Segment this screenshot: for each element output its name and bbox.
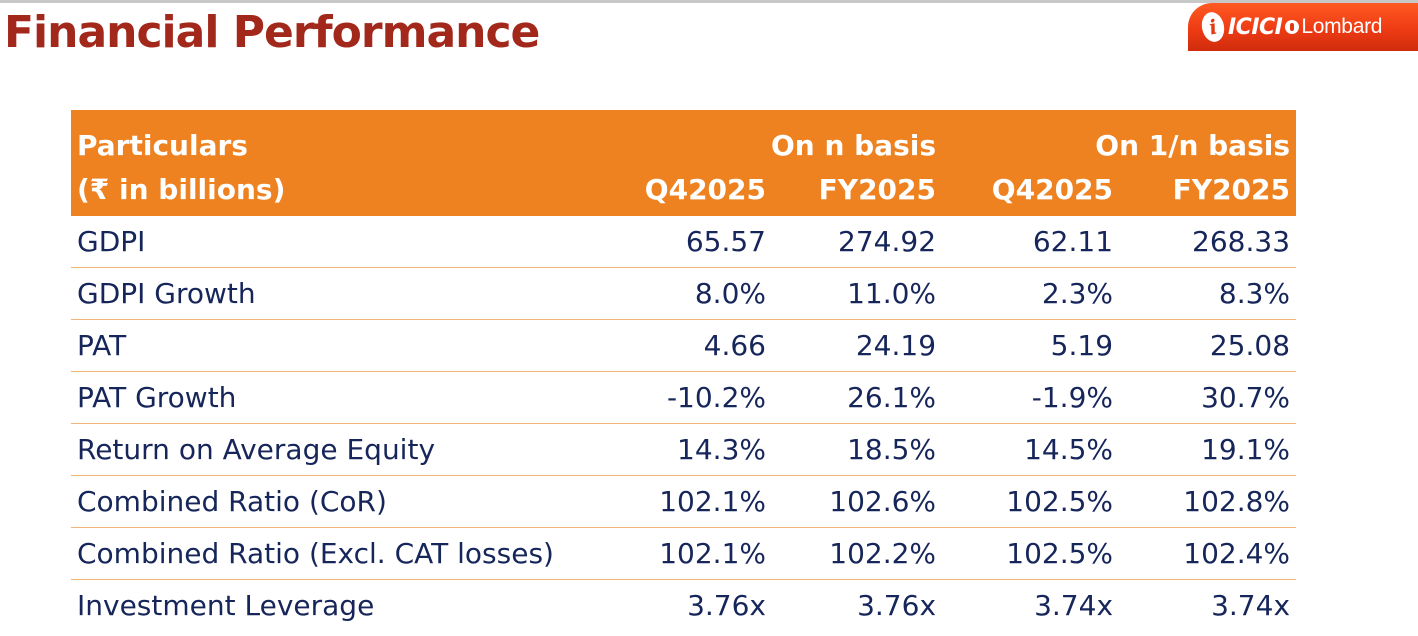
table-header: Particulars On n basis On 1/n basis (₹ i… bbox=[71, 110, 1297, 216]
row-label: PAT bbox=[71, 319, 611, 372]
header-unit: (₹ in billions) bbox=[77, 172, 286, 206]
cell-value: 102.4% bbox=[1119, 527, 1297, 580]
cell-value: -10.2% bbox=[611, 371, 772, 424]
cell-value: 102.1% bbox=[611, 475, 772, 528]
cell-value: 24.19 bbox=[772, 319, 943, 372]
cell-value: 65.57 bbox=[611, 216, 772, 268]
cell-value: 26.1% bbox=[772, 371, 943, 424]
cell-value: 30.7% bbox=[1119, 371, 1297, 424]
cell-value: 102.6% bbox=[772, 475, 943, 528]
row-label: GDPI bbox=[71, 216, 611, 268]
cell-value: 3.74x bbox=[1211, 589, 1291, 622]
table-body: GDPI 65.57 274.92 62.11 268.33 GDPI Grow… bbox=[71, 216, 1297, 632]
cell-value: 5.19 bbox=[942, 319, 1120, 372]
header-group-n-basis: On n basis bbox=[770, 129, 937, 162]
logo-text-lombard: Lombard bbox=[1301, 15, 1383, 38]
cell-value: 8.3% bbox=[1119, 267, 1297, 320]
table-row: Combined Ratio (CoR) 102.1% 102.6% 102.5… bbox=[71, 475, 1297, 528]
cell-value: 4.66 bbox=[611, 319, 772, 372]
cell-value: 3.74x bbox=[1034, 589, 1114, 622]
row-label: Return on Average Equity bbox=[71, 423, 611, 476]
top-divider bbox=[0, 0, 1418, 3]
cell-value: 14.5% bbox=[942, 423, 1120, 476]
header-col-fy-1n: FY2025 bbox=[1172, 172, 1291, 206]
cell-value: 102.2% bbox=[772, 527, 943, 580]
cell-value: 102.5% bbox=[942, 527, 1120, 580]
row-label: PAT Growth bbox=[71, 371, 611, 424]
table-row: PAT 4.66 24.19 5.19 25.08 bbox=[71, 319, 1297, 372]
cell-value: 3.76x bbox=[857, 589, 937, 622]
icici-lombard-logo: i ICICI Lombard bbox=[1188, 3, 1418, 51]
cell-value: 274.92 bbox=[772, 216, 943, 268]
cell-value: 102.5% bbox=[942, 475, 1120, 528]
cell-value: 25.08 bbox=[1119, 319, 1297, 372]
table-row: PAT Growth -10.2% 26.1% -1.9% 30.7% bbox=[71, 371, 1297, 424]
cell-value: 102.1% bbox=[611, 527, 772, 580]
cell-value: 11.0% bbox=[772, 267, 943, 320]
cell-value: 2.3% bbox=[942, 267, 1120, 320]
cell-value: 102.8% bbox=[1119, 475, 1297, 528]
header-col-q4-1n: Q42025 bbox=[991, 172, 1114, 206]
table-row: GDPI Growth 8.0% 11.0% 2.3% 8.3% bbox=[71, 267, 1297, 320]
header-particulars: Particulars bbox=[77, 129, 248, 162]
logo-circle-icon bbox=[1285, 20, 1300, 34]
row-label: GDPI Growth bbox=[71, 267, 611, 320]
header-group-1n-basis: On 1/n basis bbox=[1095, 129, 1291, 162]
cell-value: -1.9% bbox=[942, 371, 1120, 424]
logo-text-icici: ICICI bbox=[1228, 14, 1283, 40]
header-col-fy-n: FY2025 bbox=[818, 172, 937, 206]
cell-value: 19.1% bbox=[1119, 423, 1297, 476]
cell-value: 18.5% bbox=[772, 423, 943, 476]
table-row: Investment Leverage 3.76x 3.76x 3.74x 3.… bbox=[71, 580, 1296, 632]
table-row: Combined Ratio (Excl. CAT losses) 102.1%… bbox=[71, 527, 1297, 580]
cell-value: 62.11 bbox=[942, 216, 1120, 268]
cell-value: 3.76x bbox=[687, 589, 766, 622]
table-row: GDPI 65.57 274.92 62.11 268.33 bbox=[71, 216, 1297, 268]
table-row: Return on Average Equity 14.3% 18.5% 14.… bbox=[71, 423, 1297, 476]
financial-performance-table: Particulars On n basis On 1/n basis (₹ i… bbox=[71, 110, 1297, 632]
row-label: Combined Ratio (Excl. CAT losses) bbox=[71, 527, 611, 580]
header-col-q4-n: Q42025 bbox=[644, 172, 766, 206]
cell-value: 268.33 bbox=[1119, 216, 1297, 268]
cell-value: 8.0% bbox=[611, 267, 772, 320]
logo-mark-icon: i bbox=[1199, 10, 1227, 44]
page-title: Financial Performance bbox=[4, 7, 540, 58]
row-label: Combined Ratio (CoR) bbox=[71, 475, 611, 528]
row-label: Investment Leverage bbox=[77, 589, 375, 622]
cell-value: 14.3% bbox=[611, 423, 772, 476]
